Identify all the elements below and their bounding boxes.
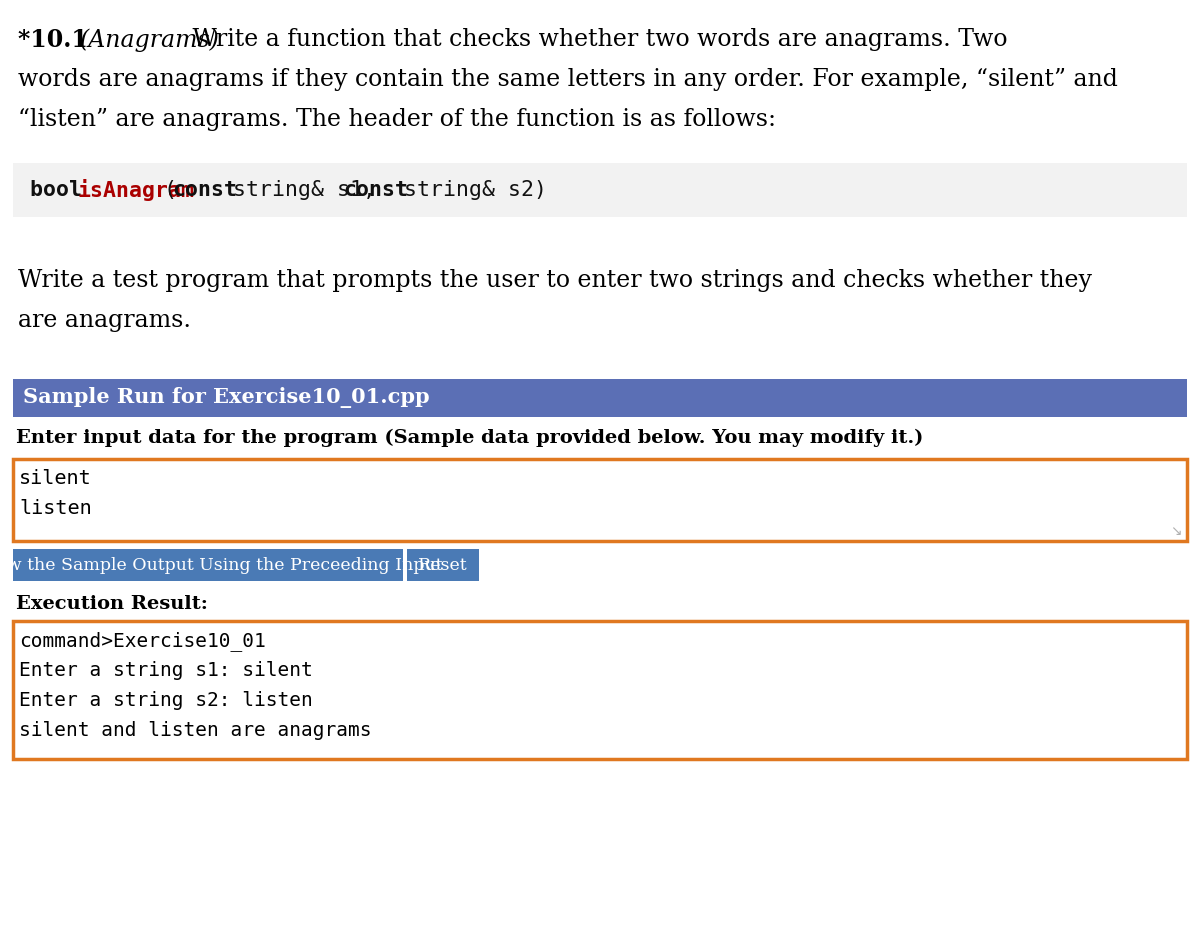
Text: silent: silent xyxy=(19,469,91,488)
Text: Enter a string s1: silent: Enter a string s1: silent xyxy=(19,661,313,680)
Text: Enter a string s2: listen: Enter a string s2: listen xyxy=(19,691,313,710)
Bar xyxy=(13,163,1187,217)
Bar xyxy=(13,549,403,581)
Text: (: ( xyxy=(163,180,176,200)
Text: (Anagrams): (Anagrams) xyxy=(80,28,220,51)
Text: bool: bool xyxy=(30,180,95,200)
Text: Write a test program that prompts the user to enter two strings and checks wheth: Write a test program that prompts the us… xyxy=(18,269,1092,292)
Text: string& s1,: string& s1, xyxy=(220,180,389,200)
Text: Execution Result:: Execution Result: xyxy=(16,595,208,613)
Text: command>Exercise10_01: command>Exercise10_01 xyxy=(19,631,265,651)
Text: Sample Run for Exercise10_01.cpp: Sample Run for Exercise10_01.cpp xyxy=(23,388,430,408)
Text: silent and listen are anagrams: silent and listen are anagrams xyxy=(19,721,372,740)
Bar xyxy=(13,459,1187,541)
Text: words are anagrams if they contain the same letters in any order. For example, “: words are anagrams if they contain the s… xyxy=(18,68,1118,91)
Text: Show the Sample Output Using the Preceeding Input: Show the Sample Output Using the Preceed… xyxy=(0,557,443,573)
Text: are anagrams.: are anagrams. xyxy=(18,309,191,332)
Text: *10.1: *10.1 xyxy=(18,28,96,52)
Text: Write a function that checks whether two words are anagrams. Two: Write a function that checks whether two… xyxy=(185,28,1008,51)
Text: “listen” are anagrams. The header of the function is as follows:: “listen” are anagrams. The header of the… xyxy=(18,108,776,131)
Text: Enter input data for the program (Sample data provided below. You may modify it.: Enter input data for the program (Sample… xyxy=(16,429,923,447)
Text: ↘: ↘ xyxy=(1170,524,1182,538)
Text: const: const xyxy=(343,180,408,200)
Bar xyxy=(407,549,479,581)
Text: const: const xyxy=(173,180,238,200)
Text: listen: listen xyxy=(19,499,91,518)
Bar xyxy=(13,379,1187,417)
Text: Reset: Reset xyxy=(418,557,468,573)
Text: isAnagram: isAnagram xyxy=(78,179,194,201)
Bar xyxy=(13,621,1187,759)
Text: string& s2): string& s2) xyxy=(391,180,547,200)
